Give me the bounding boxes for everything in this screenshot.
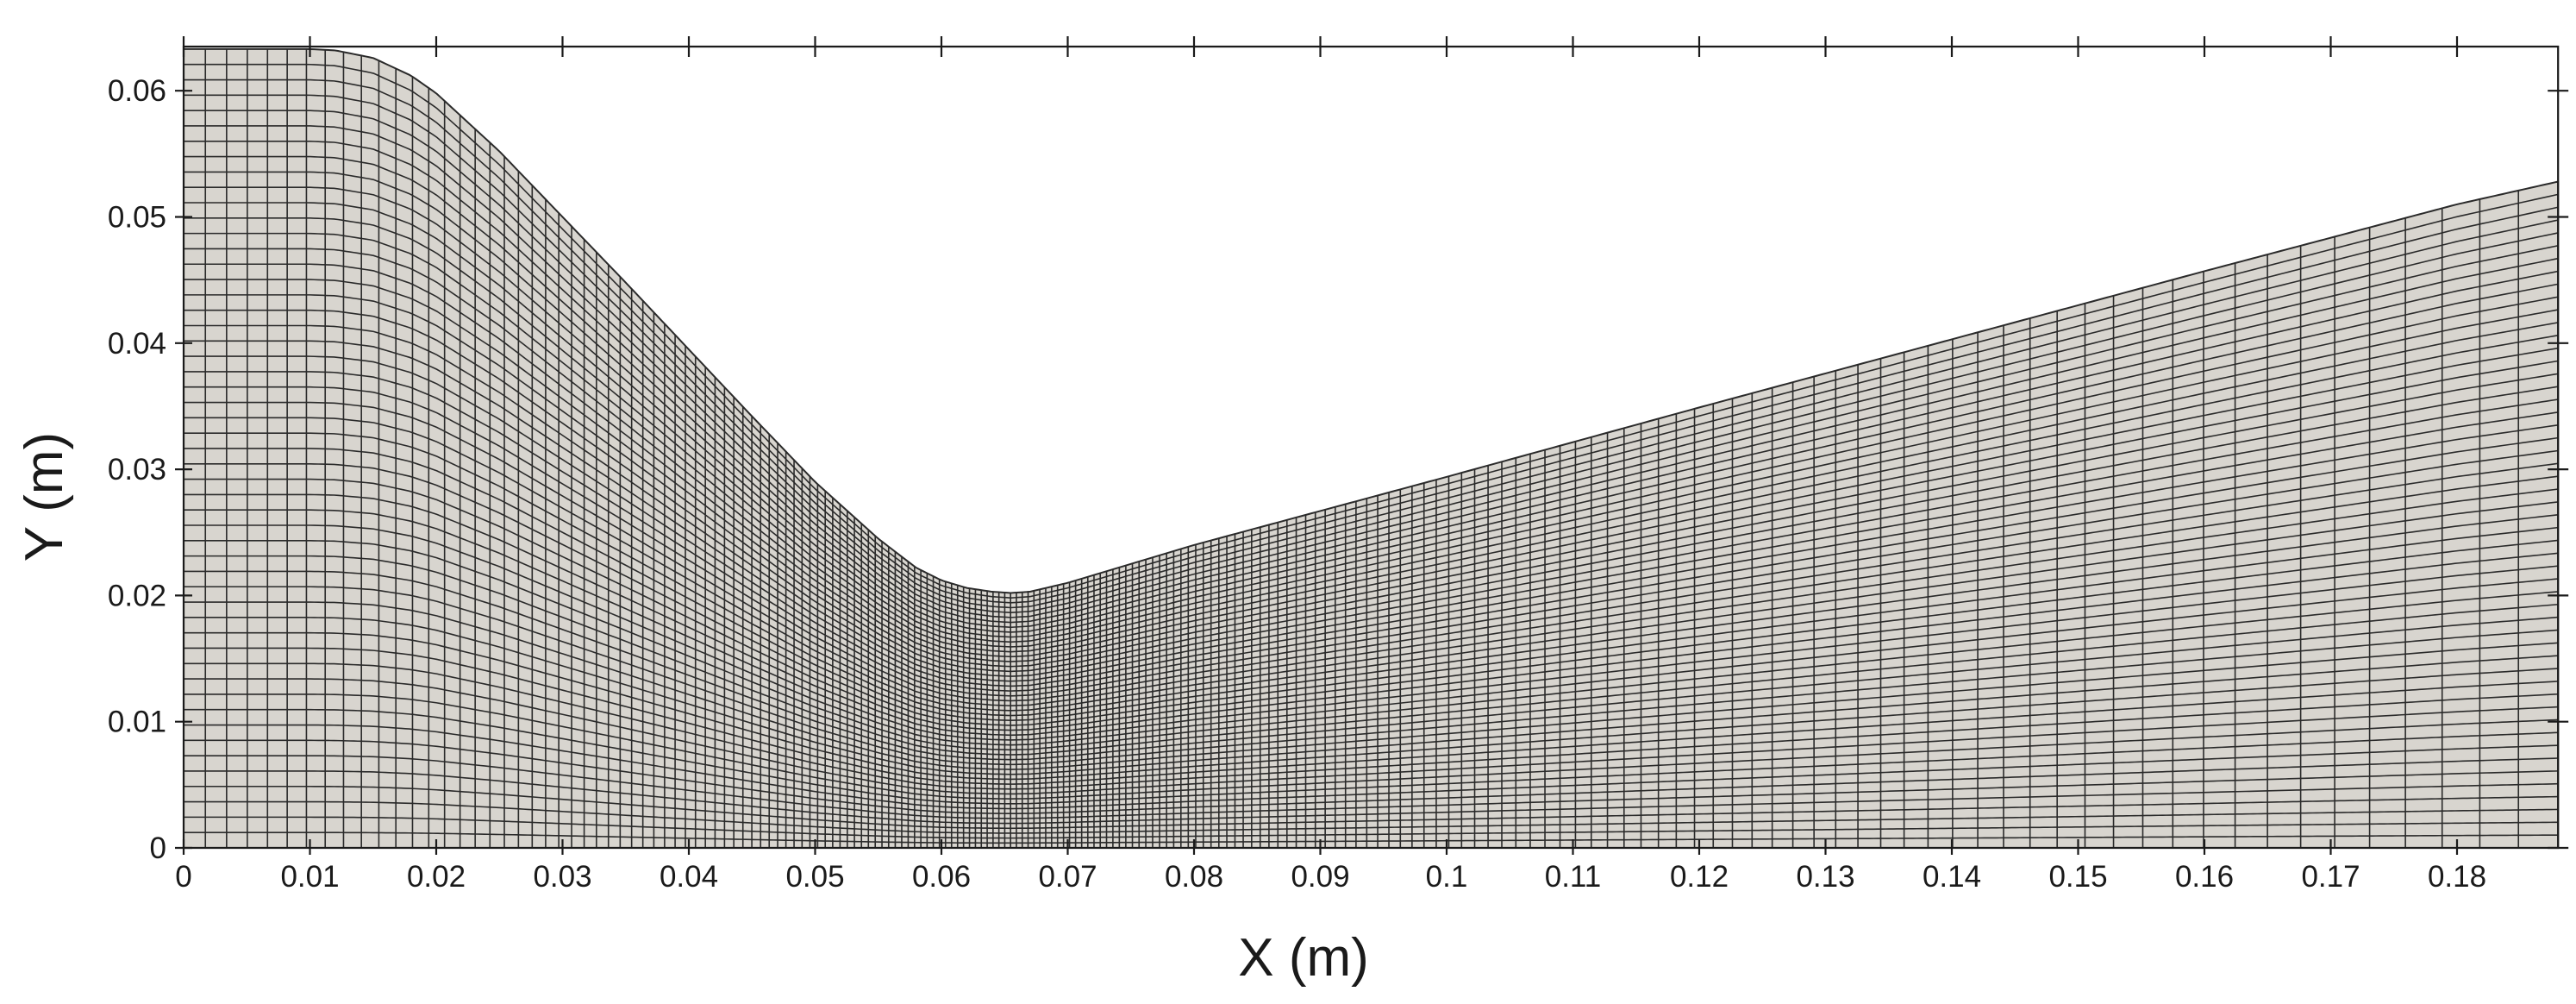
x-tick-label: 0.14 — [1923, 860, 1981, 894]
x-tick-label: 0.17 — [2301, 860, 2360, 894]
mesh-horizontal-line — [184, 263, 2559, 662]
x-tick-label: 0.02 — [407, 860, 466, 894]
x-tick-label: 0.06 — [912, 860, 971, 894]
mesh-horizontal-line — [184, 570, 2559, 761]
x-axis-title: X (m) — [1238, 928, 1369, 988]
mesh-horizontal-line — [184, 171, 2559, 633]
y-tick-label: 0.02 — [108, 579, 166, 612]
mesh-horizontal-line — [184, 678, 2559, 795]
x-tick-label: 0.15 — [2048, 860, 2107, 894]
mesh-grid — [183, 47, 2560, 849]
mesh-horizontal-line — [184, 478, 2559, 731]
mesh-horizontal-line — [184, 662, 2559, 790]
y-axis-ticks: 0 0.01 0.02 0.03 0.04 0.05 0.06 — [108, 74, 2569, 865]
x-tick-label: 0.13 — [1796, 860, 1854, 894]
mesh-horizontal-line — [184, 202, 2559, 643]
mesh-horizontal-line — [184, 448, 2559, 722]
mesh-horizontal-line — [184, 586, 2559, 766]
mesh-horizontal-line — [184, 601, 2559, 770]
mesh-horizontal-line — [184, 755, 2559, 819]
mesh-horizontal-line — [184, 217, 2559, 648]
axes-frame — [182, 45, 2560, 850]
mesh-horizontal-line — [184, 555, 2559, 756]
mesh-horizontal-line — [184, 617, 2559, 775]
mesh-horizontal-line — [184, 540, 2559, 751]
mesh-horizontal-line — [184, 739, 2559, 815]
mesh-horizontal-line — [184, 140, 2559, 624]
mesh-horizontal-line — [184, 417, 2559, 712]
mesh-horizontal-line — [184, 355, 2559, 692]
mesh-horizontal-line — [184, 401, 2559, 706]
y-tick-label: 0.03 — [108, 453, 166, 486]
mesh-horizontal-line — [184, 647, 2559, 785]
x-tick-label: 0.1 — [1426, 860, 1468, 894]
x-tick-label: 0 — [175, 860, 191, 894]
y-tick-label: 0 — [150, 831, 166, 865]
mesh-horizontal-line — [184, 78, 2559, 604]
x-tick-label: 0.09 — [1291, 860, 1349, 894]
mesh-horizontal-line — [184, 432, 2559, 717]
mesh-horizontal-line — [184, 493, 2559, 737]
y-tick-label: 0.01 — [108, 706, 166, 739]
mesh-horizontal-line — [184, 509, 2559, 741]
x-tick-label: 0.16 — [2175, 860, 2234, 894]
x-tick-label: 0.11 — [1545, 860, 1602, 894]
mesh-horizontal-line — [184, 724, 2559, 810]
mesh-horizontal-line — [184, 294, 2559, 673]
mesh-horizontal-line — [184, 386, 2559, 702]
y-tick-label: 0.05 — [108, 201, 166, 235]
mesh-horizontal-line — [184, 279, 2559, 668]
mesh-horizontal-line — [184, 110, 2559, 613]
mesh-horizontal-line — [184, 462, 2559, 726]
mesh-horizontal-line — [184, 232, 2559, 653]
mesh-horizontal-line — [184, 785, 2559, 830]
mesh-horizontal-line — [184, 309, 2559, 677]
x-axis-ticks: 0 0.01 0.02 0.03 0.04 0.05 0.06 0.07 0.08 0.09 0.1… — [175, 35, 2486, 894]
x-tick-label: 0.01 — [280, 860, 339, 894]
x-tick-label: 0.04 — [660, 860, 718, 894]
axes — [182, 45, 2560, 850]
mesh-horizontal-line — [184, 770, 2559, 825]
x-tick-label: 0.05 — [785, 860, 844, 894]
x-tick-label: 0.18 — [2428, 860, 2486, 894]
y-axis-title: Y (m) — [15, 432, 74, 562]
mesh-horizontal-line — [184, 248, 2559, 658]
mesh-horizontal-line — [184, 693, 2559, 800]
y-tick-label: 0.04 — [108, 327, 166, 361]
x-tick-label: 0.12 — [1670, 860, 1729, 894]
mesh-horizontal-line — [184, 125, 2559, 618]
mesh-horizontal-line — [184, 708, 2559, 805]
mesh-horizontal-line — [184, 631, 2559, 781]
x-tick-label: 0.08 — [1165, 860, 1223, 894]
mesh-horizontal-line — [184, 816, 2559, 839]
y-tick-label: 0.06 — [108, 74, 166, 108]
mesh-horizontal-line — [184, 94, 2559, 609]
mesh-horizontal-line — [184, 340, 2559, 687]
x-tick-label: 0.03 — [533, 860, 591, 894]
mesh-horizontal-line — [184, 831, 2559, 844]
mesh-horizontal-line — [184, 63, 2559, 599]
mesh-horizontal-line — [184, 186, 2559, 638]
mesh-horizontal-line — [184, 324, 2559, 682]
mesh-horizontal-line — [184, 800, 2559, 834]
mesh-horizontal-line — [184, 371, 2559, 697]
x-tick-label: 0.07 — [1038, 860, 1097, 894]
mesh-horizontal-line — [184, 524, 2559, 746]
mesh-horizontal-line — [184, 155, 2559, 629]
